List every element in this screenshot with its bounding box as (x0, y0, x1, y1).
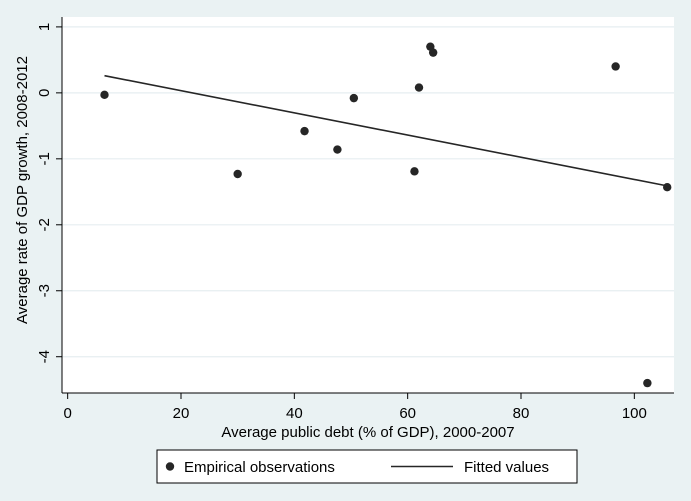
observation-point (349, 93, 359, 103)
y-tick-label: -1 (36, 152, 53, 165)
observation-point (233, 169, 242, 179)
x-tick-label: 80 (513, 405, 530, 422)
y-tick-label: -4 (36, 350, 53, 363)
observation-point (643, 378, 652, 388)
x-tick-label: 0 (63, 405, 71, 422)
observation-point (663, 182, 672, 192)
point-layer (100, 42, 672, 388)
y-axis-title: Average rate of GDP growth, 2008-2012 (14, 56, 31, 324)
observation-point (100, 90, 109, 100)
legend-label-fitted: Fitted values (464, 459, 549, 476)
x-tick-label: 20 (173, 405, 190, 422)
legend-label-observations: Empirical observations (184, 459, 335, 476)
y-tick-label: -3 (36, 284, 53, 297)
y-tick-label: 0 (36, 89, 53, 97)
plot-area (62, 17, 674, 393)
observation-point (410, 167, 419, 176)
observation-point (333, 145, 342, 154)
y-tick-label: -2 (36, 218, 53, 231)
legend: Empirical observations Fitted values (156, 449, 578, 484)
observation-point (300, 126, 309, 136)
legend-box (156, 449, 578, 484)
x-axis-title: Average public debt (% of GDP), 2000-200… (221, 424, 514, 441)
x-tick-label: 60 (399, 405, 416, 422)
x-axis: 0 20 40 60 80 100 (62, 392, 674, 422)
observation-point (428, 48, 438, 57)
observation-point (414, 83, 424, 92)
y-axis: 1 0 -1 -2 -3 -4 (36, 17, 63, 393)
y-tick-label: 1 (36, 23, 53, 31)
observation-point (611, 62, 620, 71)
x-tick-label: 40 (286, 405, 303, 422)
legend-marker-observations (165, 462, 175, 471)
grid-lines (62, 26, 674, 358)
fitted-values-line (104, 74, 668, 187)
x-tick-label: 100 (622, 405, 647, 422)
fitted-line-layer (104, 74, 668, 187)
